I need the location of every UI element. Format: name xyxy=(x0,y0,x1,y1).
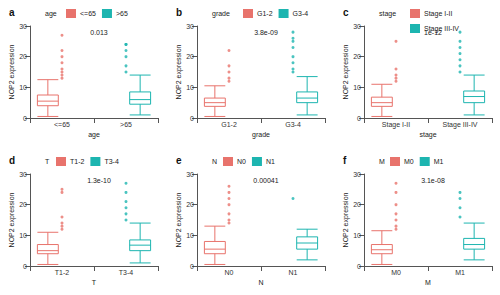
svg-text:0.00041: 0.00041 xyxy=(253,177,278,184)
svg-text:>65: >65 xyxy=(116,10,128,17)
svg-text:0: 0 xyxy=(190,115,194,122)
svg-text:N: N xyxy=(212,158,217,165)
svg-text:N0: N0 xyxy=(225,269,234,276)
svg-text:20: 20 xyxy=(353,53,361,60)
svg-text:NOP2 expression: NOP2 expression xyxy=(175,44,183,99)
svg-text:grade: grade xyxy=(212,10,230,18)
svg-text:N0: N0 xyxy=(237,158,246,165)
svg-text:10: 10 xyxy=(186,232,194,239)
svg-text:30: 30 xyxy=(19,23,27,30)
svg-text:0: 0 xyxy=(357,263,361,270)
svg-text:N1: N1 xyxy=(266,158,275,165)
svg-text:20: 20 xyxy=(19,201,27,208)
svg-text:30: 30 xyxy=(353,171,361,178)
svg-text:0: 0 xyxy=(190,263,194,270)
svg-text:d: d xyxy=(9,155,15,166)
svg-text:10: 10 xyxy=(353,84,361,91)
svg-text:G3-4: G3-4 xyxy=(293,10,309,17)
svg-text:b: b xyxy=(176,7,182,18)
svg-text:T: T xyxy=(92,279,97,286)
svg-text:30: 30 xyxy=(186,171,194,178)
svg-text:age: age xyxy=(45,10,57,18)
svg-text:NOP2 expression: NOP2 expression xyxy=(8,44,16,99)
svg-text:Stage I-II: Stage I-II xyxy=(382,121,410,129)
svg-text:stage: stage xyxy=(379,10,396,18)
svg-text:c: c xyxy=(343,7,349,18)
svg-text:M0: M0 xyxy=(391,269,401,276)
svg-text:30: 30 xyxy=(353,23,361,30)
svg-text:M1: M1 xyxy=(434,158,444,165)
svg-text:Stage I-II: Stage I-II xyxy=(424,10,452,18)
svg-text:stage: stage xyxy=(419,131,436,139)
svg-text:e: e xyxy=(176,155,182,166)
svg-text:20: 20 xyxy=(19,53,27,60)
svg-text:3.8e-09: 3.8e-09 xyxy=(254,29,278,36)
svg-text:20: 20 xyxy=(186,201,194,208)
svg-text:30: 30 xyxy=(186,23,194,30)
svg-text:0.013: 0.013 xyxy=(90,29,108,36)
svg-text:10: 10 xyxy=(19,232,27,239)
svg-text:Stage III-IV: Stage III-IV xyxy=(442,121,477,129)
svg-text:>65: >65 xyxy=(120,121,132,128)
svg-text:T1-2: T1-2 xyxy=(55,269,70,276)
svg-text:N: N xyxy=(258,279,263,286)
svg-text:G1-2: G1-2 xyxy=(221,121,237,128)
svg-text:grade: grade xyxy=(252,131,270,139)
svg-text:NOP2 expression: NOP2 expression xyxy=(342,44,350,99)
svg-text:0: 0 xyxy=(23,263,27,270)
svg-text:T3-4: T3-4 xyxy=(119,269,134,276)
svg-text:NOP2 expression: NOP2 expression xyxy=(342,192,350,247)
svg-text:G1-2: G1-2 xyxy=(257,10,273,17)
svg-text:3.1e-08: 3.1e-08 xyxy=(421,177,445,184)
svg-text:<=65: <=65 xyxy=(80,10,96,17)
svg-text:1.3e-10: 1.3e-10 xyxy=(87,177,111,184)
svg-text:0: 0 xyxy=(357,115,361,122)
svg-text:f: f xyxy=(343,155,347,166)
svg-text:20: 20 xyxy=(353,201,361,208)
svg-text:NOP2 expression: NOP2 expression xyxy=(175,192,183,247)
svg-text:N1: N1 xyxy=(289,269,298,276)
svg-text:30: 30 xyxy=(19,171,27,178)
svg-text:M1: M1 xyxy=(455,269,465,276)
svg-text:M0: M0 xyxy=(404,158,414,165)
svg-text:<=65: <=65 xyxy=(54,121,70,128)
svg-text:10: 10 xyxy=(19,84,27,91)
svg-text:a: a xyxy=(9,7,15,18)
svg-text:age: age xyxy=(88,131,100,139)
svg-text:M: M xyxy=(379,158,385,165)
svg-text:T: T xyxy=(45,158,50,165)
svg-text:T1-2: T1-2 xyxy=(70,158,85,165)
svg-text:0: 0 xyxy=(23,115,27,122)
svg-text:T3-4: T3-4 xyxy=(104,158,119,165)
svg-text:M: M xyxy=(425,279,431,286)
svg-text:10: 10 xyxy=(353,232,361,239)
svg-text:G3-4: G3-4 xyxy=(285,121,301,128)
svg-text:10: 10 xyxy=(186,84,194,91)
svg-text:NOP2 expression: NOP2 expression xyxy=(8,192,16,247)
svg-text:20: 20 xyxy=(186,53,194,60)
svg-text:1e-12: 1e-12 xyxy=(424,29,442,36)
